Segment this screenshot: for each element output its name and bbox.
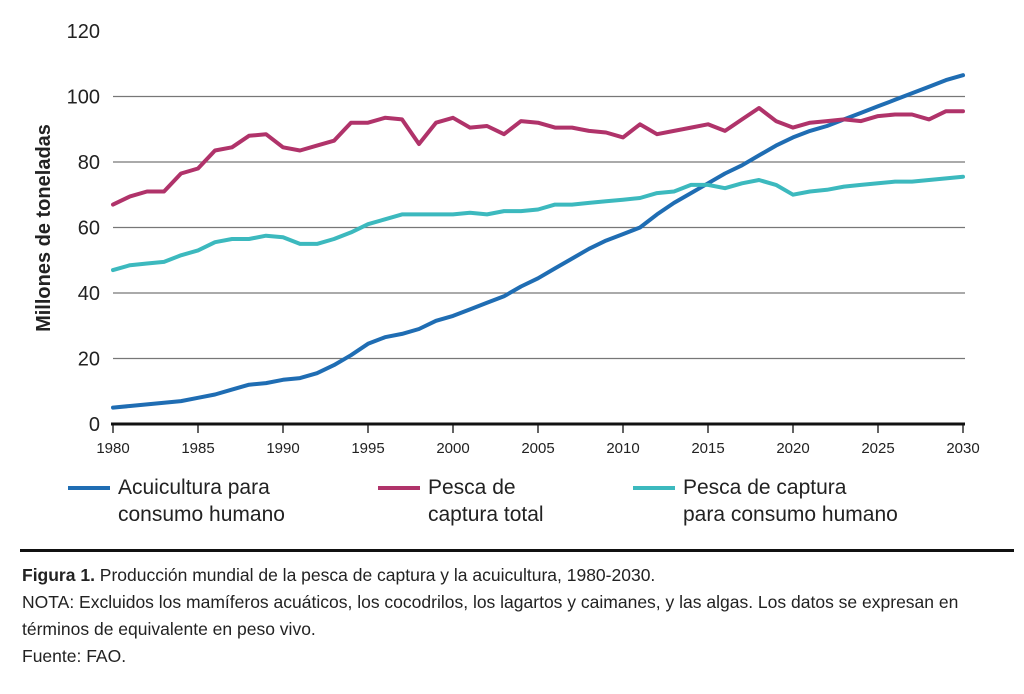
x-tick-label: 2010: [606, 440, 639, 457]
legend-label-line2: captura total: [428, 503, 544, 526]
x-tick-label: 2005: [521, 440, 554, 457]
legend-swatch: [378, 486, 420, 490]
y-tick-label: 100: [67, 87, 100, 109]
legend-item-aquaculture: Acuicultura para consumo humano: [68, 474, 285, 528]
y-tick-label: 60: [78, 218, 100, 240]
series-line-2: [111, 174, 965, 273]
y-tick-label: 20: [78, 349, 100, 371]
figure-label: Figura 1.: [22, 565, 95, 585]
y-tick-label: 120: [67, 21, 100, 43]
legend-label-line2: consumo humano: [118, 503, 285, 526]
figure-note: NOTA: Excluidos los mamíferos acuáticos,…: [22, 592, 959, 639]
x-tick-label: 2000: [436, 440, 469, 457]
x-tick-label: 1985: [181, 440, 214, 457]
series-line-1: [111, 106, 965, 207]
legend-swatch: [68, 486, 110, 490]
x-tick-label: 2020: [776, 440, 809, 457]
x-tick-label: 2025: [861, 440, 894, 457]
legend-swatch: [633, 486, 675, 490]
y-axis-label: Millones de toneladas: [33, 124, 55, 332]
figure-title: Producción mundial de la pesca de captur…: [94, 565, 656, 585]
x-tick-label: 2030: [946, 440, 979, 457]
legend-item-total-capture: Pesca de captura total: [378, 474, 544, 528]
legend-item-capture-human: Pesca de captura para consumo humano: [633, 474, 898, 528]
x-tick-label: 1990: [266, 440, 299, 457]
legend-label-line2: para consumo humano: [683, 503, 898, 526]
legend-label-line1: Pesca de captura: [683, 476, 847, 499]
figure-caption: Figura 1. Producción mundial de la pesca…: [22, 562, 1012, 670]
x-tick-label: 2015: [691, 440, 724, 457]
y-tick-label: 80: [78, 152, 100, 174]
series-line-0: [111, 73, 965, 410]
y-tick-label: 0: [89, 414, 100, 436]
y-tick-label: 40: [78, 283, 100, 305]
legend-label-line1: Acuicultura para: [118, 476, 270, 499]
legend-label-line1: Pesca de: [428, 476, 516, 499]
caption-divider: [20, 549, 1014, 552]
x-tick-label: 1980: [96, 440, 129, 457]
line-chart: 0 20 40 60 80 100 120 1980 1985 1990 1995 2000 2005…: [33, 21, 980, 457]
x-tick-label: 1995: [351, 440, 384, 457]
figure-source: Fuente: FAO.: [22, 646, 127, 666]
